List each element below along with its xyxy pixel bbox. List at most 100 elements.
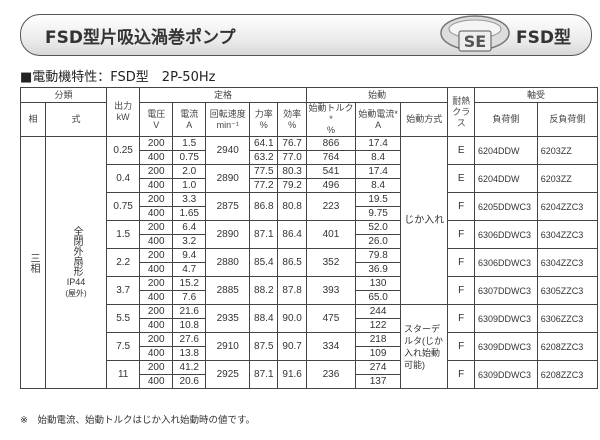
voltage-cell: 200 (139, 136, 174, 151)
insulation-cell: F (447, 276, 475, 305)
current-cell: 7.6 (172, 290, 207, 305)
table-row: 1.5 200 6.4 2890 87.1 86.4 401 52.0 F 6306DDWC3 63… (21, 220, 599, 249)
voltage-cell: 400 (139, 318, 174, 333)
load-bearing-cell: 6204DDW (473, 136, 538, 165)
speed-cell: 2885 (205, 276, 251, 305)
header-starting: 始動 (305, 87, 449, 103)
anti-load-bearing-cell: 6208ZZC3 (536, 332, 599, 361)
voltage-cell: 400 (139, 374, 174, 389)
eff-cell: 79.2 (277, 178, 307, 193)
anti-load-bearing-cell: 6203ZZ (536, 164, 599, 193)
current-cell: 10.8 (172, 318, 207, 333)
voltage-cell: 400 (139, 150, 174, 165)
anti-load-bearing-cell: 6305ZZC3 (536, 276, 599, 305)
page-title: FSD型片吸込渦巻ポンプ (45, 28, 236, 48)
output-cell: 11 (105, 360, 141, 389)
pf-cell: 87.1 (249, 360, 279, 389)
torque-cell: 223 (305, 192, 357, 221)
speed-cell: 2940 (205, 136, 251, 165)
header-speed: 回転速度 min⁻¹ (205, 102, 251, 137)
load-bearing-cell: 6204DDW (473, 164, 538, 193)
speed-cell: 2880 (205, 248, 251, 277)
speed-label: 回転速度 (209, 108, 246, 119)
section-title: ■電動機特性：FSD型 2P-50Hz (20, 70, 216, 85)
table-row: 0.4 200 2.0 2890 77.5 80.3 541 17.4 E 6204DDW 6203… (21, 164, 599, 193)
start-current-cell: 52.0 (355, 220, 402, 235)
pf-cell: 77.5 (249, 164, 279, 179)
insulation-cell: F (447, 248, 475, 277)
torque-cell: 352 (305, 248, 357, 277)
start-current-cell: 79.8 (355, 248, 402, 263)
speed-cell: 2890 (205, 164, 251, 193)
table-row: 400 3.2 26.0 (21, 234, 598, 249)
start-current-label: 始動電流* (358, 108, 398, 119)
start-current-cell: 109 (355, 346, 402, 361)
start-current-cell: 8.4 (355, 178, 402, 193)
output-cell: 0.4 (105, 164, 141, 193)
voltage-cell: 200 (139, 332, 174, 347)
type-cell: 全閉外扇形 IP44 (屋外) (45, 136, 107, 389)
current-cell: 20.6 (172, 374, 207, 389)
eff-cell: 86.4 (277, 220, 307, 249)
output-cell: 7.5 (105, 332, 141, 361)
table-row: 2.2 200 9.4 2880 85.4 86.5 352 79.8 F 6306DDWC3 63… (21, 248, 599, 277)
header-bearing: 軸受 (473, 87, 599, 103)
output-cell: 3.7 (105, 276, 141, 305)
header-current: 電流 A (172, 102, 207, 137)
pf-cell: 88.2 (249, 276, 279, 305)
voltage-cell: 200 (139, 304, 174, 319)
voltage-cell: 400 (139, 178, 174, 193)
table-row: 400 0.75 63.2 77.0 764 8.4 (21, 150, 598, 165)
voltage-unit: V (153, 119, 160, 130)
table-row: 400 1.0 77.2 79.2 496 8.4 (21, 178, 598, 193)
table-row: 5.5 200 21.6 2935 88.4 90.0 475 244 スターデルタ(じか入れ始… (21, 304, 599, 389)
torque-cell: 541 (305, 164, 357, 179)
output-cell: 0.25 (105, 136, 141, 165)
header-start-current: 始動電流* A (355, 102, 402, 137)
type-ip: IP44 (66, 276, 86, 287)
insulation-cell: E (447, 164, 475, 193)
voltage-cell: 200 (139, 248, 174, 263)
pf-cell: 87.1 (249, 220, 279, 249)
output-label: 出力 (114, 101, 133, 111)
eff-cell: 90.7 (277, 332, 307, 361)
start-current-cell: 17.4 (355, 164, 402, 179)
header-pf: 力率% (249, 102, 279, 137)
header-output: 出力 kW (105, 87, 141, 137)
current-cell: 9.4 (172, 248, 207, 263)
current-cell: 41.2 (172, 360, 207, 375)
header-insulation: 耐熱 クラス (447, 87, 475, 137)
current-cell: 3.3 (172, 192, 207, 207)
eff-unit: % (288, 119, 297, 130)
pf-label: 力率 (254, 108, 273, 119)
eff-cell: 76.7 (277, 136, 307, 151)
current-cell: 2.0 (172, 164, 207, 179)
header-anti-load-side: 反負荷側 (536, 102, 599, 137)
output-cell: 1.5 (105, 220, 141, 249)
header-banner: FSD型片吸込渦巻ポンプ SE FSD型 (20, 14, 592, 56)
eff-cell: 86.5 (277, 248, 307, 277)
current-cell: 1.65 (172, 206, 207, 221)
table-row: 400 20.6 137 (21, 374, 598, 389)
speed-unit: min⁻¹ (216, 119, 239, 130)
speed-cell: 2935 (205, 304, 251, 333)
current-cell: 27.6 (172, 332, 207, 347)
header-type: 式 (45, 102, 107, 137)
torque-cell: 393 (305, 276, 357, 305)
load-bearing-cell: 6306DDWC3 (473, 220, 538, 249)
anti-load-bearing-cell: 6203ZZ (536, 136, 599, 165)
speed-cell: 2875 (205, 192, 251, 221)
current-cell: 6.4 (172, 220, 207, 235)
start-current-unit: A (375, 119, 382, 130)
start-current-cell: 26.0 (355, 234, 402, 249)
header-rating: 定格 (139, 87, 307, 103)
load-bearing-cell: 6309DDWC3 (473, 304, 538, 333)
eff-cell: 90.0 (277, 304, 307, 333)
current-unit: A (186, 119, 193, 130)
torque-cell: 236 (305, 360, 357, 389)
current-cell: 0.75 (172, 150, 207, 165)
current-cell: 4.7 (172, 262, 207, 277)
start-current-cell: 244 (355, 304, 402, 319)
start-current-cell: 122 (355, 318, 402, 333)
current-cell: 1.5 (172, 136, 207, 151)
